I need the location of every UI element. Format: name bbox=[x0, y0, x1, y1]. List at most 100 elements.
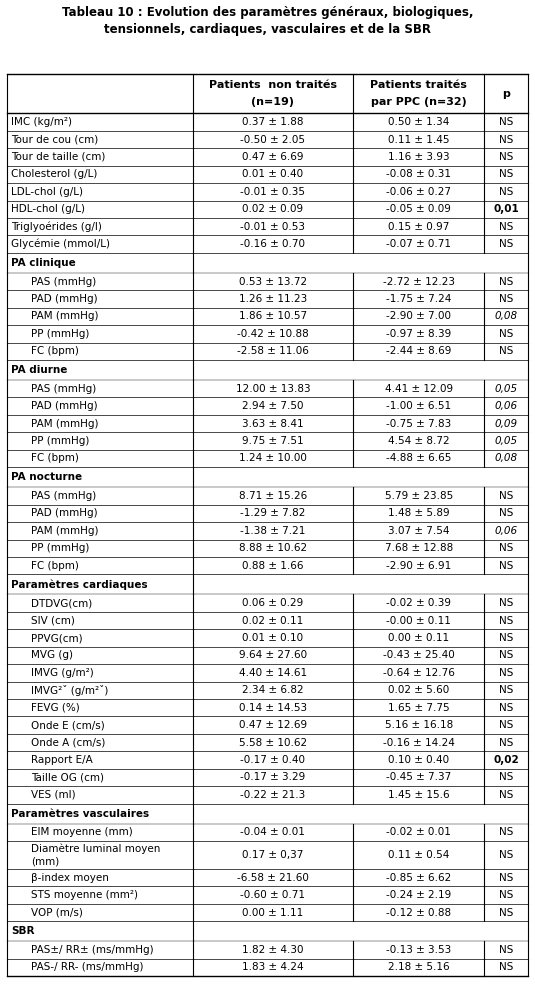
Text: NS: NS bbox=[499, 509, 513, 519]
Text: 0,06: 0,06 bbox=[494, 401, 518, 411]
Text: PPVG(cm): PPVG(cm) bbox=[31, 633, 82, 643]
Text: -4.88 ± 6.65: -4.88 ± 6.65 bbox=[386, 454, 452, 463]
Text: 0.00 ± 1.11: 0.00 ± 1.11 bbox=[242, 907, 303, 918]
Text: Patients  non traités: Patients non traités bbox=[209, 80, 337, 90]
Text: 1.82 ± 4.30: 1.82 ± 4.30 bbox=[242, 945, 303, 955]
Text: -1.00 ± 6.51: -1.00 ± 6.51 bbox=[386, 401, 451, 411]
Text: NS: NS bbox=[499, 962, 513, 972]
Text: Tour de taille (cm): Tour de taille (cm) bbox=[11, 152, 105, 162]
Text: NS: NS bbox=[499, 240, 513, 249]
Text: 4.40 ± 14.61: 4.40 ± 14.61 bbox=[239, 668, 307, 677]
Text: PAS±/ RR± (ms/mmHg): PAS±/ RR± (ms/mmHg) bbox=[31, 945, 154, 955]
Text: 0.11 ± 0.54: 0.11 ± 0.54 bbox=[388, 850, 449, 860]
Text: 3.63 ± 8.41: 3.63 ± 8.41 bbox=[242, 419, 304, 429]
Text: -1.29 ± 7.82: -1.29 ± 7.82 bbox=[240, 509, 305, 519]
Text: Tableau 10 : Evolution des paramètres généraux, biologiques,: Tableau 10 : Evolution des paramètres gé… bbox=[62, 6, 473, 20]
Text: NS: NS bbox=[499, 772, 513, 783]
Text: β-index moyen: β-index moyen bbox=[31, 873, 109, 882]
Text: 0.53 ± 13.72: 0.53 ± 13.72 bbox=[239, 277, 307, 287]
Text: PAS (mmHg): PAS (mmHg) bbox=[31, 384, 96, 393]
Text: Patients traités: Patients traités bbox=[370, 80, 467, 90]
Text: -2.90 ± 7.00: -2.90 ± 7.00 bbox=[386, 312, 451, 321]
Text: 4.41 ± 12.09: 4.41 ± 12.09 bbox=[385, 384, 453, 393]
Text: PP (mmHg): PP (mmHg) bbox=[31, 543, 89, 553]
Text: 2.94 ± 7.50: 2.94 ± 7.50 bbox=[242, 401, 303, 411]
Text: 1.65 ± 7.75: 1.65 ± 7.75 bbox=[388, 703, 449, 713]
Text: SIV (cm): SIV (cm) bbox=[31, 615, 75, 625]
Text: -0.42 ± 10.88: -0.42 ± 10.88 bbox=[237, 329, 309, 339]
Text: PAD (mmHg): PAD (mmHg) bbox=[31, 294, 98, 304]
Text: PAM (mmHg): PAM (mmHg) bbox=[31, 526, 98, 535]
Text: -0.00 ± 0.11: -0.00 ± 0.11 bbox=[386, 615, 451, 625]
Text: -0.50 ± 2.05: -0.50 ± 2.05 bbox=[240, 134, 305, 145]
Text: -2.90 ± 6.91: -2.90 ± 6.91 bbox=[386, 561, 451, 571]
Text: -0.08 ± 0.31: -0.08 ± 0.31 bbox=[386, 170, 451, 179]
Text: Onde A (cm/s): Onde A (cm/s) bbox=[31, 738, 105, 747]
Text: 5.79 ± 23.85: 5.79 ± 23.85 bbox=[385, 491, 453, 501]
Text: Paramètres cardiaques: Paramètres cardiaques bbox=[11, 579, 148, 590]
Text: -0.13 ± 3.53: -0.13 ± 3.53 bbox=[386, 945, 451, 955]
Text: NS: NS bbox=[499, 346, 513, 356]
Text: HDL-chol (g/L): HDL-chol (g/L) bbox=[11, 204, 85, 214]
Text: -1.75 ± 7.24: -1.75 ± 7.24 bbox=[386, 294, 452, 304]
Text: LDL-chol (g/L): LDL-chol (g/L) bbox=[11, 186, 83, 197]
Text: Tour de cou (cm): Tour de cou (cm) bbox=[11, 134, 98, 145]
Text: PAD (mmHg): PAD (mmHg) bbox=[31, 401, 98, 411]
Text: 0.47 ± 12.69: 0.47 ± 12.69 bbox=[239, 720, 307, 731]
Text: NS: NS bbox=[499, 294, 513, 304]
Text: PA diurne: PA diurne bbox=[11, 365, 67, 375]
Text: 0,05: 0,05 bbox=[494, 384, 518, 393]
Text: 0.02 ± 0.11: 0.02 ± 0.11 bbox=[242, 615, 303, 625]
Text: -0.43 ± 25.40: -0.43 ± 25.40 bbox=[383, 651, 455, 661]
Text: NS: NS bbox=[499, 134, 513, 145]
Text: NS: NS bbox=[499, 117, 513, 127]
Text: NS: NS bbox=[499, 668, 513, 677]
Text: NS: NS bbox=[499, 873, 513, 882]
Text: NS: NS bbox=[499, 561, 513, 571]
Text: par PPC (n=32): par PPC (n=32) bbox=[371, 98, 467, 107]
Text: 1.86 ± 10.57: 1.86 ± 10.57 bbox=[239, 312, 307, 321]
Text: PP (mmHg): PP (mmHg) bbox=[31, 329, 89, 339]
Text: PAM (mmHg): PAM (mmHg) bbox=[31, 312, 98, 321]
Text: FC (bpm): FC (bpm) bbox=[31, 454, 79, 463]
Text: -0.01 ± 0.53: -0.01 ± 0.53 bbox=[240, 222, 305, 232]
Text: PAM (mmHg): PAM (mmHg) bbox=[31, 419, 98, 429]
Text: NS: NS bbox=[499, 738, 513, 747]
Text: NS: NS bbox=[499, 599, 513, 608]
Text: Taille OG (cm): Taille OG (cm) bbox=[31, 772, 104, 783]
Text: Onde E (cm/s): Onde E (cm/s) bbox=[31, 720, 105, 731]
Text: -0.05 ± 0.09: -0.05 ± 0.09 bbox=[386, 204, 451, 214]
Text: NS: NS bbox=[499, 615, 513, 625]
Text: p: p bbox=[502, 89, 510, 99]
Text: 7.68 ± 12.88: 7.68 ± 12.88 bbox=[385, 543, 453, 553]
Text: NS: NS bbox=[499, 703, 513, 713]
Text: -0.06 ± 0.27: -0.06 ± 0.27 bbox=[386, 186, 451, 197]
Text: 0,05: 0,05 bbox=[494, 436, 518, 446]
Text: 0.37 ± 1.88: 0.37 ± 1.88 bbox=[242, 117, 303, 127]
Text: 0,08: 0,08 bbox=[494, 312, 518, 321]
Text: 0.10 ± 0.40: 0.10 ± 0.40 bbox=[388, 755, 449, 765]
Text: IMC (kg/m²): IMC (kg/m²) bbox=[11, 117, 72, 127]
Text: FC (bpm): FC (bpm) bbox=[31, 346, 79, 356]
Text: tensionnels, cardiaques, vasculaires et de la SBR: tensionnels, cardiaques, vasculaires et … bbox=[104, 23, 431, 36]
Text: 0.88 ± 1.66: 0.88 ± 1.66 bbox=[242, 561, 303, 571]
Text: Cholesterol (g/L): Cholesterol (g/L) bbox=[11, 170, 97, 179]
Text: EIM moyenne (mm): EIM moyenne (mm) bbox=[31, 827, 133, 837]
Text: 9.64 ± 27.60: 9.64 ± 27.60 bbox=[239, 651, 307, 661]
Text: 12.00 ± 13.83: 12.00 ± 13.83 bbox=[235, 384, 310, 393]
Text: MVG (g): MVG (g) bbox=[31, 651, 73, 661]
Text: 0.15 ± 0.97: 0.15 ± 0.97 bbox=[388, 222, 449, 232]
Text: -0.22 ± 21.3: -0.22 ± 21.3 bbox=[240, 790, 305, 800]
Text: Rapport E/A: Rapport E/A bbox=[31, 755, 93, 765]
Text: 0.01 ± 0.10: 0.01 ± 0.10 bbox=[242, 633, 303, 643]
Text: (mm): (mm) bbox=[31, 856, 59, 866]
Text: -0.02 ± 0.01: -0.02 ± 0.01 bbox=[386, 827, 451, 837]
Text: -0.17 ± 0.40: -0.17 ± 0.40 bbox=[240, 755, 305, 765]
Text: IMVG (g/m²): IMVG (g/m²) bbox=[31, 668, 94, 677]
Text: 0.01 ± 0.40: 0.01 ± 0.40 bbox=[242, 170, 303, 179]
Text: 1.45 ± 15.6: 1.45 ± 15.6 bbox=[388, 790, 449, 800]
Text: Glycémie (mmol/L): Glycémie (mmol/L) bbox=[11, 239, 110, 249]
Text: NS: NS bbox=[499, 720, 513, 731]
Text: -0.24 ± 2.19: -0.24 ± 2.19 bbox=[386, 890, 451, 900]
Text: -1.38 ± 7.21: -1.38 ± 7.21 bbox=[240, 526, 305, 535]
